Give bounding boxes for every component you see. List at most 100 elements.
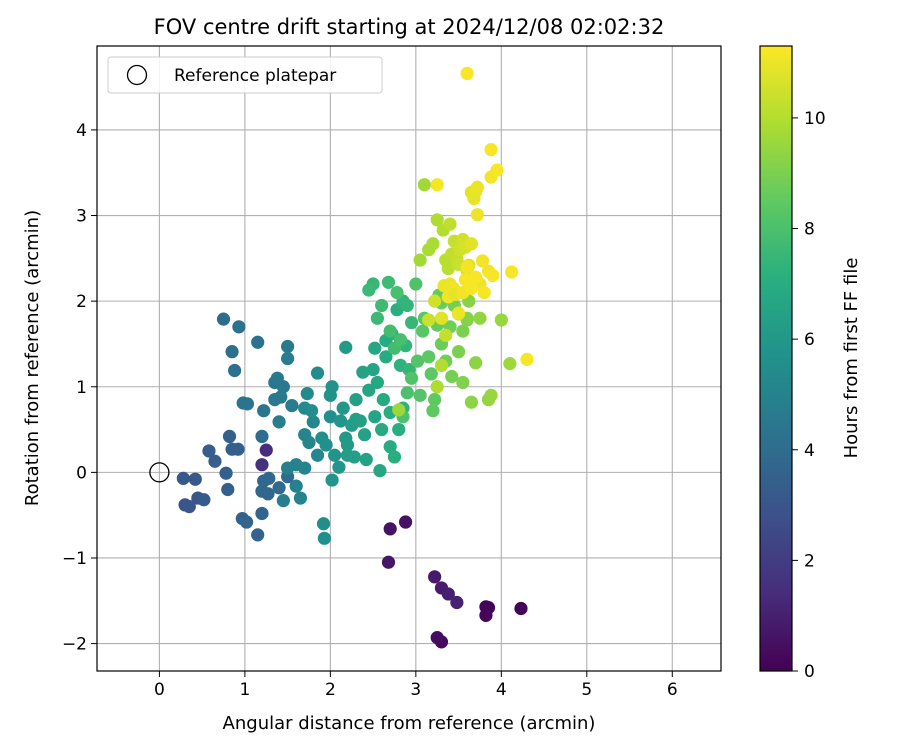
scatter-point <box>293 491 308 505</box>
scatter-point <box>430 380 444 394</box>
scatter-point <box>413 253 427 267</box>
scatter-point <box>398 515 413 529</box>
scatter-point <box>486 268 500 283</box>
scatter-point <box>434 311 449 325</box>
scatter-point <box>325 380 339 394</box>
scatter-point <box>188 472 202 486</box>
scatter-point <box>276 380 290 394</box>
scatter-point <box>328 448 342 462</box>
scatter-point <box>368 410 382 424</box>
scatter-point <box>430 631 444 645</box>
scatter-point <box>231 442 245 456</box>
scatter-point <box>383 522 397 536</box>
y-axis-label: Rotation from reference (arcmin) <box>22 210 43 506</box>
scatter-point <box>477 285 491 300</box>
scatter-point <box>387 450 402 464</box>
scatter-point <box>332 460 346 474</box>
scatter-point <box>383 324 397 338</box>
scatter-point <box>450 595 464 610</box>
y-axis-ticks: −2 −1 0 1 2 3 4 <box>62 121 97 655</box>
scatter-point <box>400 298 414 313</box>
scatter-point <box>451 306 466 320</box>
scatter-point <box>469 356 483 370</box>
legend-marker-icon <box>126 64 148 86</box>
scatter-point <box>281 339 295 354</box>
scatter-point <box>353 414 367 428</box>
y-tick-label: 2 <box>76 292 87 312</box>
scatter-point <box>325 473 339 487</box>
scatter-point <box>281 351 295 366</box>
scatter-point <box>422 313 436 327</box>
scatter-point <box>197 493 211 507</box>
scatter-point <box>451 345 466 359</box>
scatter-point <box>426 404 440 418</box>
scatter-point <box>300 387 314 401</box>
scatter-point <box>430 213 444 227</box>
scatter-point <box>221 482 235 497</box>
x-tick-label: 5 <box>581 680 592 700</box>
scatter-point <box>376 392 390 407</box>
scatter-point <box>255 458 269 472</box>
scatter-point <box>469 270 483 284</box>
scatter-point <box>289 479 303 493</box>
scatter-point <box>400 386 414 400</box>
scatter-point <box>392 422 406 437</box>
scatter-point <box>359 452 373 467</box>
x-tick-label: 3 <box>410 680 421 700</box>
scatter-point <box>216 312 231 326</box>
scatter-point <box>334 414 348 428</box>
scatter-point <box>255 506 269 521</box>
scatter-point <box>272 415 286 429</box>
scatter-point <box>285 398 299 413</box>
scatter-point <box>375 298 389 313</box>
scatter-point <box>441 587 455 601</box>
scatter-point <box>428 294 442 308</box>
scatter-point <box>222 429 237 444</box>
scatter-point <box>316 517 331 531</box>
scatter-point <box>393 333 408 347</box>
scatter-point <box>443 217 457 231</box>
scatter-point <box>251 335 265 349</box>
x-axis-label: Angular distance from reference (arcmin) <box>223 713 596 734</box>
scatter-point <box>428 570 442 584</box>
scatter-point <box>416 324 430 338</box>
scatter-point <box>208 454 222 468</box>
scatter-point <box>456 324 470 338</box>
scatter-point <box>310 366 325 380</box>
y-tick-label: 3 <box>76 207 87 227</box>
scatter-point <box>228 363 242 378</box>
scatter-point <box>349 392 363 407</box>
scatter-point <box>520 352 534 366</box>
x-tick-label: 1 <box>239 680 250 700</box>
scatter-point <box>182 500 196 514</box>
scatter-point <box>422 350 436 364</box>
colorbar-label: Hours from first FF file <box>841 258 862 459</box>
scatter-point <box>390 285 404 300</box>
scatter-point <box>409 277 423 291</box>
scatter-point <box>460 66 474 80</box>
scatter-point <box>370 311 384 325</box>
scatter-point <box>339 340 353 354</box>
colorbar-tick-label: 8 <box>804 220 815 240</box>
scatter-point <box>262 471 276 485</box>
scatter-point <box>319 438 333 452</box>
data-points <box>149 66 534 649</box>
scatter-point <box>362 383 376 397</box>
scatter-point <box>439 328 453 342</box>
scatter-point <box>298 461 312 475</box>
scatter-point <box>434 358 449 372</box>
scatter-point <box>225 345 239 359</box>
y-tick-label: 1 <box>76 378 87 398</box>
scatter-point <box>484 142 498 157</box>
scatter-point <box>456 375 470 390</box>
legend-box <box>107 56 383 94</box>
scatter-point <box>310 448 325 462</box>
scatter-point <box>302 435 316 450</box>
colorbar-gradient <box>759 45 793 672</box>
scatter-point <box>410 354 425 368</box>
reference-platepar-marker <box>149 462 170 483</box>
scatter-point <box>251 528 265 542</box>
scatter-point <box>202 444 216 458</box>
scatter-point <box>479 608 493 622</box>
scatter-point <box>323 410 337 424</box>
